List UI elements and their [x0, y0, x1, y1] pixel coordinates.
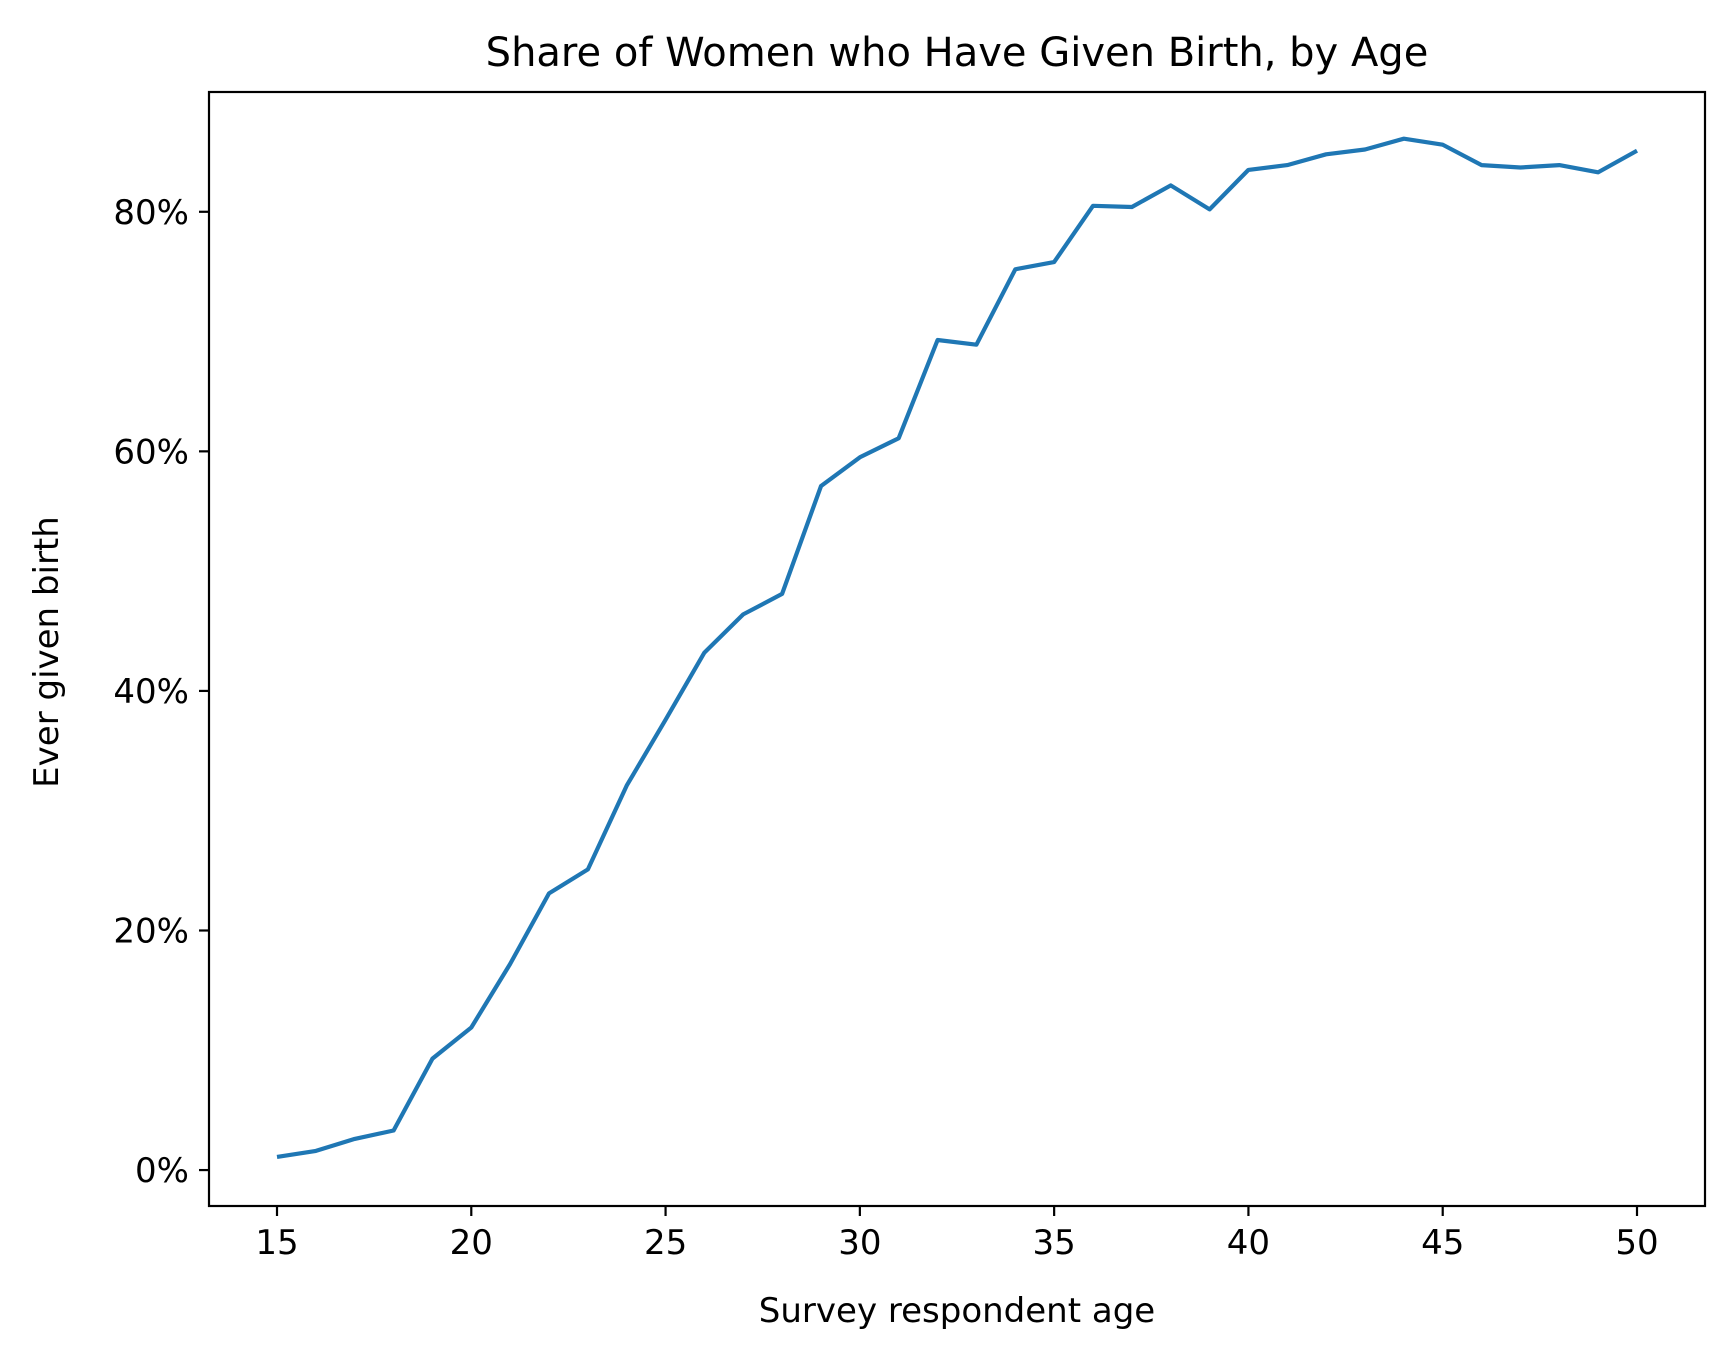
- y-axis: 0% 20% 40% 60% 80%: [113, 193, 209, 1191]
- y-tick-label: 40%: [113, 672, 189, 712]
- x-tick-label: 20: [450, 1223, 493, 1263]
- plot-area: 15 20 25 30 35 40 45 50 0% 20% 40% 60% 80%: [113, 90, 1707, 1263]
- y-tick-label: 80%: [113, 193, 189, 233]
- x-tick-label: 25: [644, 1223, 687, 1263]
- y-tick-label: 60%: [113, 432, 189, 472]
- series-line: [276, 136, 1639, 1159]
- x-tick-label: 15: [255, 1223, 298, 1263]
- chart-title: Share of Women who Have Given Birth, by …: [486, 30, 1429, 76]
- y-axis-label: Ever given birth: [27, 516, 67, 788]
- x-axis-label: Survey respondent age: [759, 1291, 1155, 1331]
- plot-frame: [207, 90, 1707, 1208]
- x-tick-label: 45: [1421, 1223, 1464, 1263]
- y-tick-label: 0%: [135, 1151, 189, 1191]
- x-tick-label: 35: [1033, 1223, 1076, 1263]
- x-axis: 15 20 25 30 35 40 45 50: [255, 1206, 1659, 1263]
- y-tick-label: 20%: [113, 911, 189, 951]
- x-tick-label: 50: [1615, 1223, 1658, 1263]
- x-tick-label: 40: [1227, 1223, 1270, 1263]
- x-tick-label: 30: [838, 1223, 881, 1263]
